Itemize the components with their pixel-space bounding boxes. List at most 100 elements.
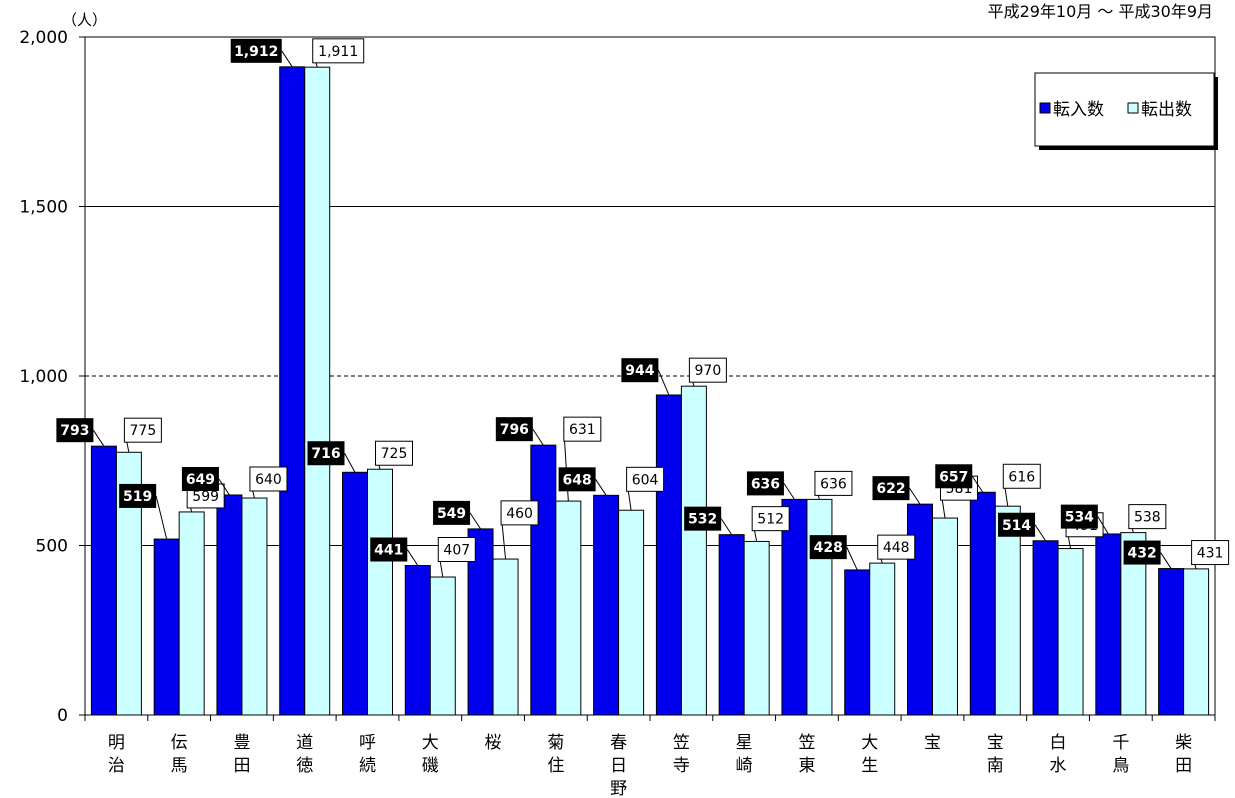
y-tick-label-1: 500 [36,537,68,557]
y-tick-labels: 0 500 1,000 1,500 2,000 [19,28,68,726]
label-out-9: 970 [695,363,722,379]
category-label-3: 道徳 [296,733,313,776]
category-label-17: 柴田 [1175,733,1192,776]
leader-in-17 [1160,552,1172,569]
bar-out-1 [178,511,205,716]
leader-in-3 [281,50,293,68]
bar-out-7 [555,500,582,716]
bar-out-10 [743,540,770,716]
leader-in-13 [909,487,921,505]
label-in-2: 649 [186,472,215,488]
bar-out-5 [429,576,456,716]
bar-in-1 [153,538,180,716]
bar-in-3 [279,66,306,716]
leader-in-14 [971,476,984,493]
category-label-16: 千鳥 [1112,733,1129,776]
label-box-out-5 [437,537,476,563]
legend-label-in: 転入数 [1053,100,1104,120]
bar-out-15 [1057,548,1084,716]
leader-in-0 [92,429,105,447]
category-label-10: 星崎 [736,733,753,776]
label-box-out-9 [688,357,727,383]
label-box-in-5 [370,537,408,562]
label-out-4: 725 [381,446,408,462]
label-box-in-13 [872,476,910,501]
y-tick-label-4: 2,000 [19,28,68,48]
category-label-5: 大磯 [422,733,439,776]
label-out-7: 631 [569,422,596,438]
category-label-15: 白水 [1050,733,1067,776]
label-box-out-2 [249,466,288,492]
label-box-in-2 [181,466,219,491]
category-labels: 明治 伝馬 豊田 道徳 呼続 大磯 桜 菊住 春日野 笠寺 星崎 笠東 大生 宝 宝南 白水 千鳥 柴田 [108,733,1192,798]
label-box-out-11 [814,470,853,496]
bar-in-9 [655,394,682,716]
label-out-5: 407 [443,543,470,559]
bar-in-11 [781,498,808,716]
label-in-14: 657 [939,469,968,485]
category-label-6: 桜 [485,733,502,753]
label-in-3: 1,912 [234,44,278,60]
legend-box [1034,72,1215,147]
label-out-16: 538 [1134,510,1161,526]
label-in-16: 534 [1065,510,1094,526]
bar-in-8 [593,494,620,716]
label-out-1: 599 [192,489,219,505]
label-in-11: 636 [751,476,780,492]
bar-in-17 [1158,568,1185,716]
gridlines [85,206,1215,546]
label-in-6: 549 [437,506,466,522]
label-in-10: 532 [688,512,717,528]
category-label-1: 伝馬 [171,733,188,776]
label-box-out-10 [751,506,790,532]
y-tick-label-3: 1,500 [19,198,68,218]
category-label-13: 宝 [924,733,941,753]
category-label-0: 明治 [108,733,125,776]
label-out-8: 604 [632,472,659,488]
leader-in-7 [532,428,544,446]
label-in-17: 432 [1127,546,1156,562]
bar-in-0 [90,445,117,716]
legend: 転入数 転出数 [1034,72,1218,150]
leader-in-10 [720,518,733,535]
label-in-5: 441 [374,543,403,559]
label-in-8: 648 [562,472,591,488]
bar-out-17 [1183,568,1210,716]
label-box-out-3 [312,38,365,64]
legend-label-out: 転出数 [1141,100,1192,120]
label-out-2: 640 [255,472,282,488]
bar-out-14 [994,505,1021,716]
label-box-out-7 [563,416,602,442]
category-label-4: 呼続 [359,733,376,776]
category-label-14: 宝南 [987,733,1004,776]
label-box-in-7 [495,417,533,442]
label-box-in-4 [307,441,345,466]
leader-in-16 [1097,516,1109,535]
label-box-out-16 [1128,504,1167,530]
label-out-10: 512 [757,512,784,528]
label-box-in-9 [621,358,659,383]
axes [79,36,1216,721]
leader-in-15 [1034,524,1046,542]
label-box-in-1 [119,483,157,508]
label-box-out-12 [877,534,916,560]
bar-in-16 [1095,533,1122,716]
label-out-6: 460 [506,506,533,522]
leader-in-8 [595,479,607,496]
label-box-in-15 [998,512,1036,537]
bar-in-2 [216,494,243,716]
bar-out-12 [869,562,896,716]
label-box-in-10 [684,506,722,531]
leader-in-2 [218,478,230,496]
bar-out-8 [618,509,645,716]
label-box-in-12 [809,535,847,560]
leader-in-6 [469,512,481,530]
label-box-out-14 [1002,463,1041,489]
label-box-out-4 [375,440,413,466]
bar-out-2 [241,497,268,716]
legend-swatch-in [1039,102,1051,114]
category-label-2: 豊田 [233,733,250,776]
label-box-in-0 [56,418,94,443]
label-box-in-11 [746,471,784,496]
label-out-0: 775 [130,423,157,439]
